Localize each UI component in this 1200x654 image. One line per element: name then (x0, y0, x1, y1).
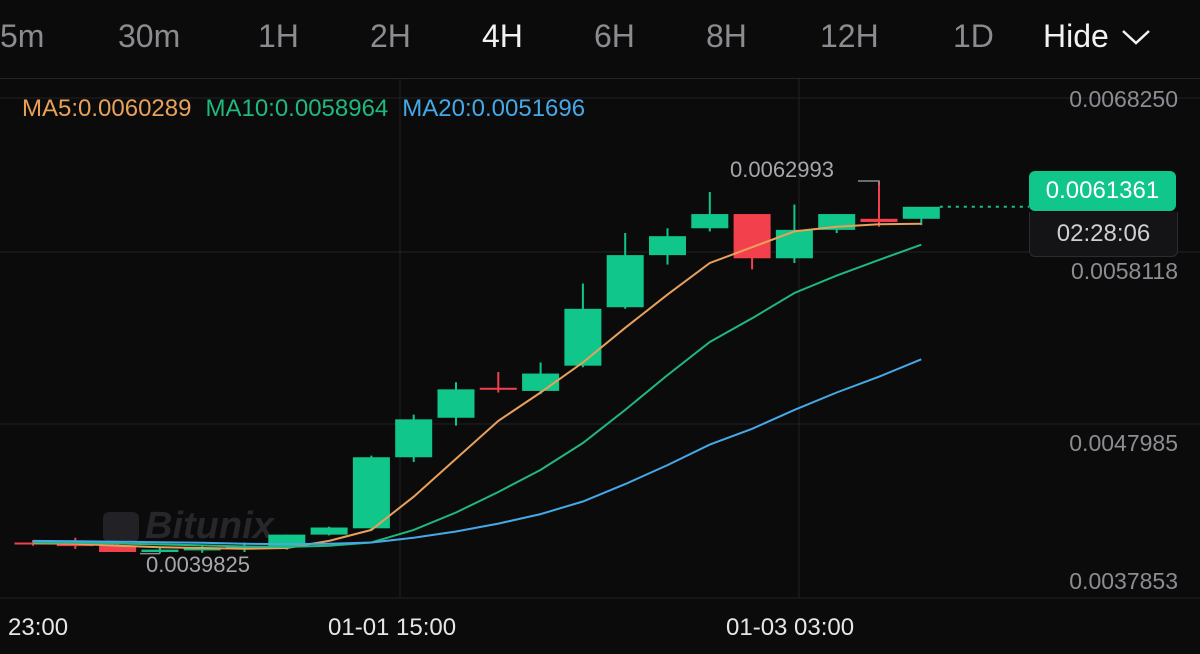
interval-4h[interactable]: 4H (482, 18, 523, 54)
candle-body (564, 308, 602, 366)
candle-body (775, 229, 813, 259)
candle-body (606, 255, 644, 308)
x-axis-label: 01-01 15:00 (328, 614, 457, 641)
ma-legend: MA5:0.0060289 MA10:0.0058964 MA20:0.0051… (22, 95, 585, 123)
x-axis-label: 01-03 03:00 (726, 614, 855, 641)
candle-countdown: 02:28:06 (1029, 212, 1178, 257)
interval-1h[interactable]: 1H (258, 18, 299, 54)
watermark-text: Bitunix (145, 505, 274, 547)
ma20-legend: MA20:0.0051696 (402, 95, 586, 122)
y-axis-label: 0.0037853 (1069, 568, 1178, 594)
interval-bar: 5m 30m 1H 2H 4H 6H 8H 12H 1D Hide (0, 0, 1200, 79)
candle-body (183, 548, 221, 551)
y-axis-label: 0.0068250 (1069, 86, 1178, 112)
interval-2h[interactable]: 2H (370, 18, 411, 54)
candle-body (99, 545, 137, 552)
candle-body (860, 218, 898, 222)
candle-body (902, 206, 940, 219)
current-price-badge[interactable]: 0.0061361 (1029, 171, 1176, 211)
candle-body (649, 236, 686, 256)
candle-body (437, 389, 475, 418)
interval-8h[interactable]: 8H (706, 18, 747, 54)
interval-6h[interactable]: 6H (594, 18, 635, 54)
candle-body (352, 457, 390, 529)
candle-body (479, 387, 517, 390)
interval-1d[interactable]: 1D (953, 18, 994, 54)
hide-label: Hide (1043, 18, 1109, 54)
hide-button[interactable]: Hide (1043, 18, 1151, 55)
y-axis-label: 0.0058118 (1070, 258, 1178, 284)
candle-body (691, 214, 729, 229)
ma20-line (32, 358, 922, 546)
high-price-annotation: 0.0062993 (730, 157, 834, 182)
low-price-annotation: 0.0039825 (146, 552, 250, 577)
candle-body (395, 419, 433, 458)
chevron-down-icon (1121, 29, 1150, 45)
ma5-legend: MA5:0.0060289 (22, 95, 192, 122)
interval-5m[interactable]: 5m (0, 18, 45, 54)
candle-body (141, 549, 179, 552)
candle-body (56, 544, 94, 547)
bitunix-logo-icon (103, 511, 139, 542)
high-annotation-leader (858, 180, 880, 186)
ma10-legend: MA10:0.0058964 (205, 95, 389, 122)
ma10-line (32, 243, 922, 548)
y-axis-label: 0.0047985 (1069, 430, 1178, 456)
candlestick-chart[interactable] (0, 79, 1200, 599)
interval-12h[interactable]: 12H (820, 18, 879, 54)
candle-body (310, 527, 348, 535)
x-axis-label: 23:00 (8, 614, 69, 641)
interval-30m[interactable]: 30m (118, 18, 181, 54)
watermark-logo: Bitunix (103, 505, 274, 548)
ma5-line (32, 222, 922, 550)
candle-body (226, 546, 263, 549)
